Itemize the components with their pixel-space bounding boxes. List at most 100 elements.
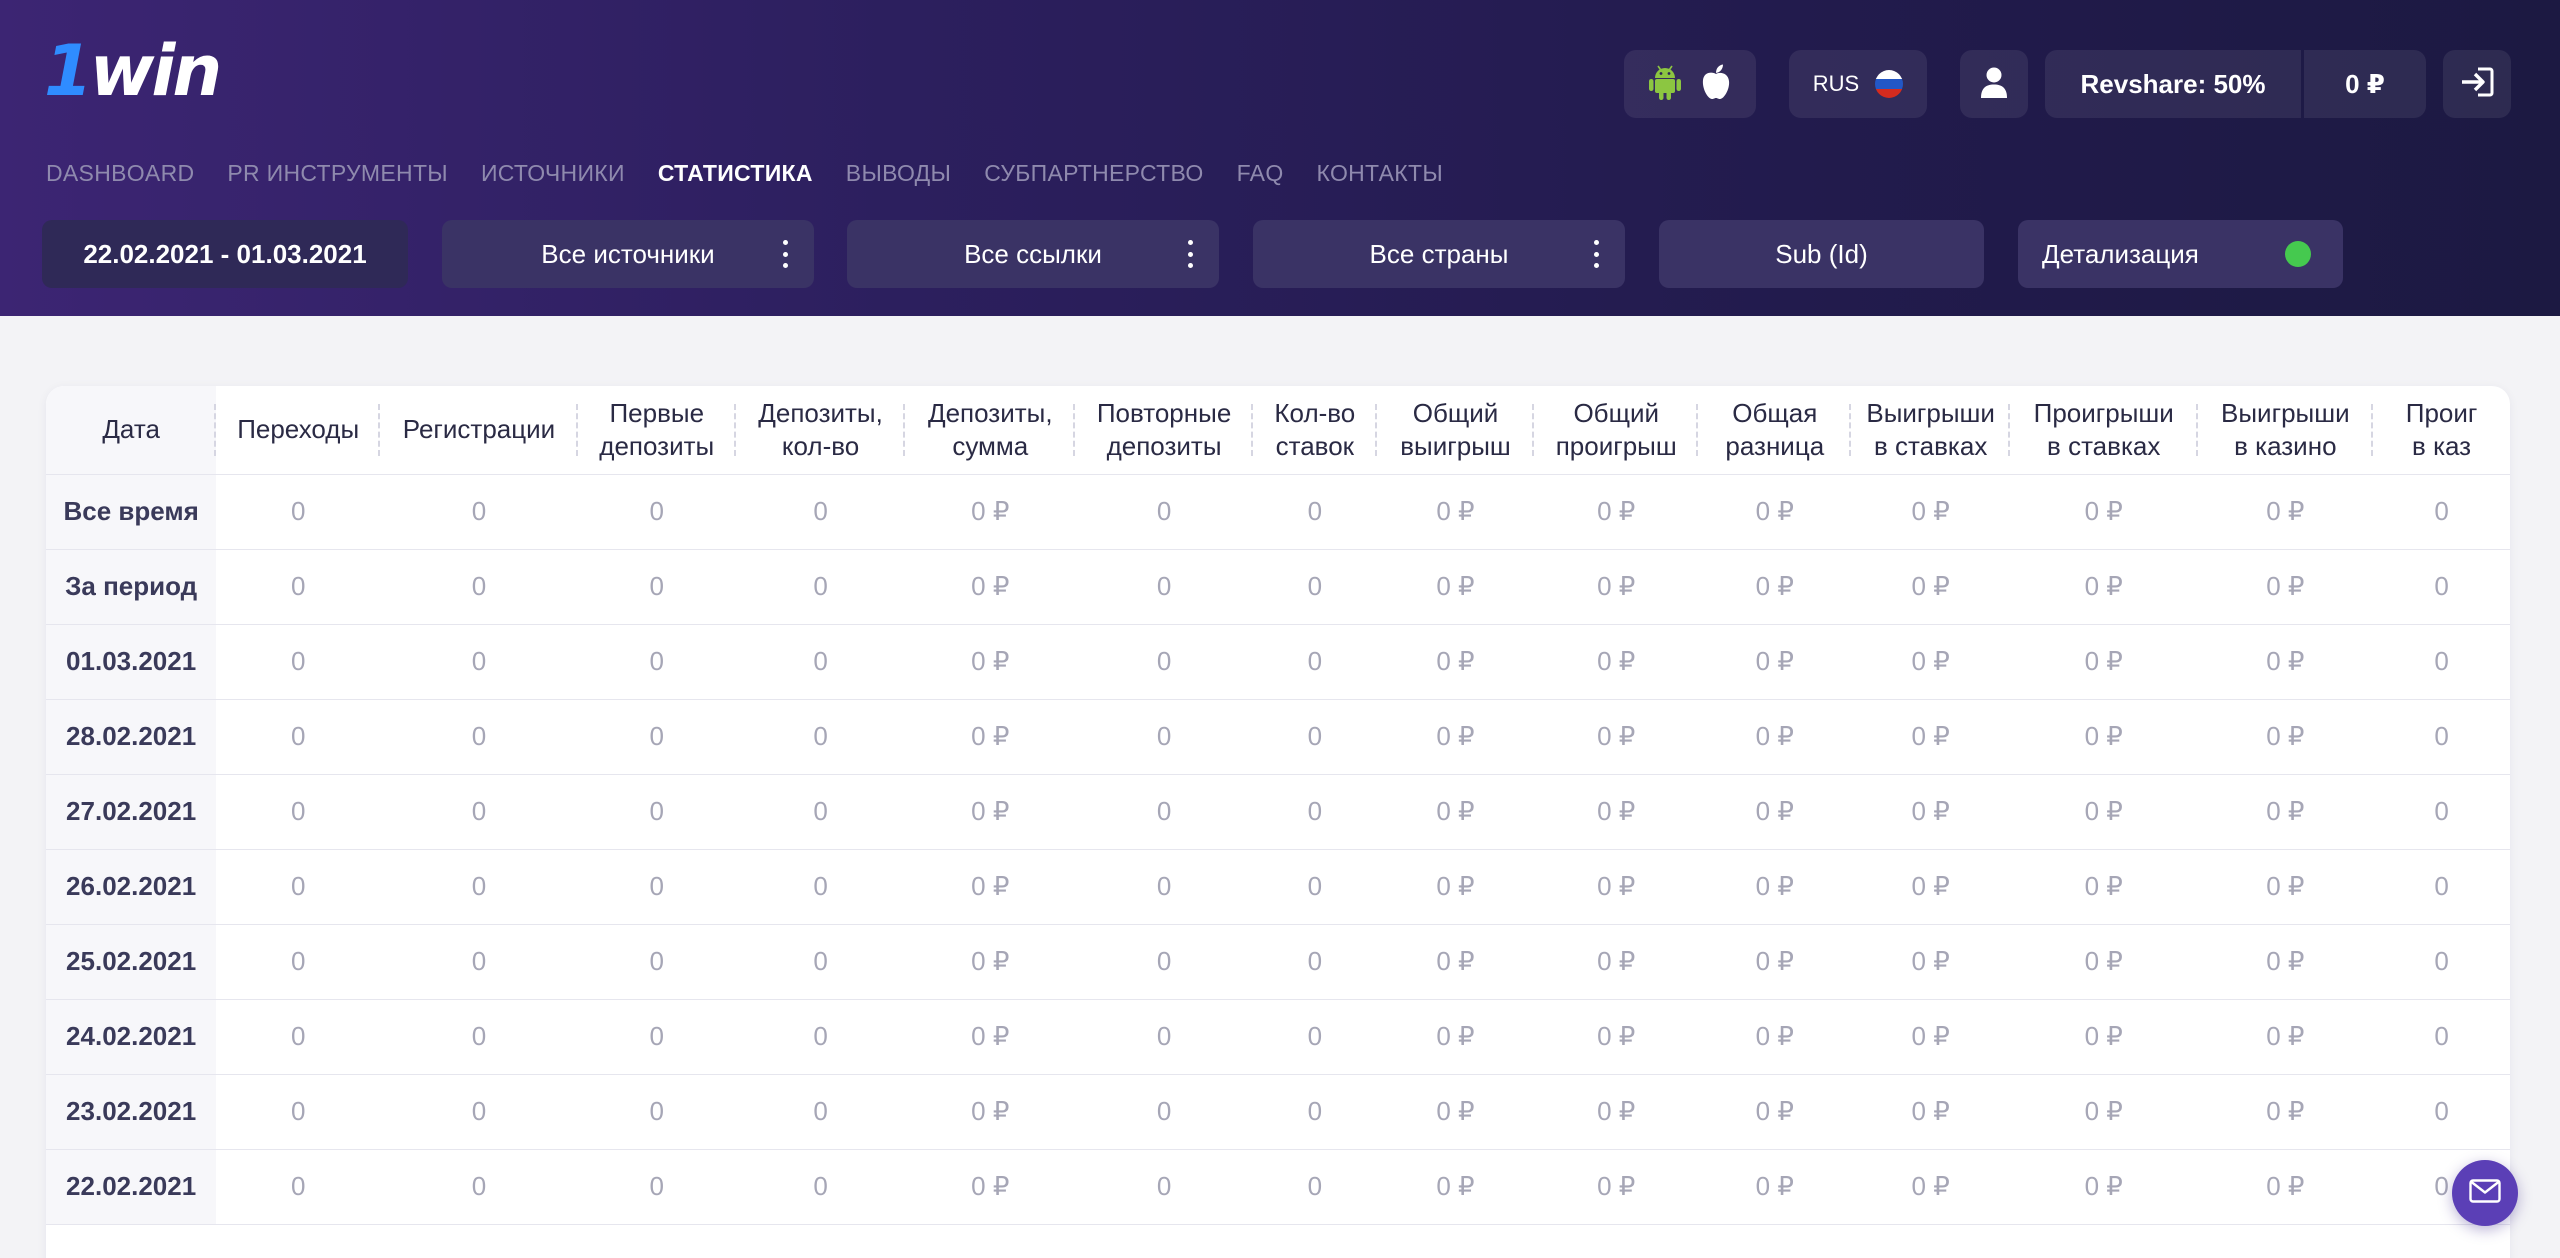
nav-item-contacts[interactable]: КОНТАКТЫ <box>1316 160 1443 186</box>
row-date-cell: 25.02.2021 <box>46 924 217 1000</box>
column-header[interactable]: Проиг в каз <box>2373 386 2510 475</box>
table-cell: 0 ₽ <box>2197 699 2374 775</box>
column-header-label: Выигрыши в казино <box>2221 397 2350 461</box>
android-icon[interactable] <box>1648 63 1682 106</box>
profile-button[interactable] <box>1960 50 2028 118</box>
date-range-picker[interactable]: 22.02.2021 - 01.03.2021 <box>42 220 408 288</box>
column-divider <box>1374 404 1377 456</box>
table-cell: 0 <box>216 999 381 1075</box>
table-cell: 0 ₽ <box>1376 1149 1535 1225</box>
main-nav: DASHBOARD PR ИНСТРУМЕНТЫ ИСТОЧНИКИ СТАТИ… <box>46 160 1443 187</box>
column-header[interactable]: Повторные депозиты <box>1075 386 1253 475</box>
language-label: RUS <box>1812 71 1860 96</box>
statistics-card: Дата Переходы Регистрации Первые депозиты Де… <box>46 386 2510 1258</box>
table-cell: 0 ₽ <box>1851 699 2010 775</box>
table-cell: 0 ₽ <box>1534 1149 1699 1225</box>
column-header[interactable]: Депозиты, кол-во <box>735 386 906 475</box>
kebab-menu-icon[interactable] <box>1593 240 1599 268</box>
table-cell: 0 ₽ <box>1698 924 1852 1000</box>
table-cell: 0 ₽ <box>2197 999 2374 1075</box>
apple-icon[interactable] <box>1700 63 1732 106</box>
chat-button[interactable] <box>2452 1160 2518 1226</box>
table-cell: 0 ₽ <box>1851 774 2010 850</box>
balance-badge[interactable]: 0 ₽ <box>2304 50 2426 118</box>
column-header-label: Переходы <box>237 414 360 445</box>
nav-item-subpartnership[interactable]: СУБПАРТНЕРСТВО <box>984 160 1204 186</box>
detail-toggle[interactable]: Детализация <box>2018 220 2343 288</box>
table-row: 26.02.2021 0 0 0 0 0 ₽0 0 0 ₽0 ₽0 ₽0 ₽0 ₽0 ₽0 <box>46 849 2510 925</box>
nav-item-withdrawals[interactable]: ВЫВОДЫ <box>845 160 952 186</box>
table-cell: 0 ₽ <box>1376 924 1535 1000</box>
column-header[interactable]: Выигрыши в ставках <box>1851 386 2010 475</box>
logout-button[interactable] <box>2443 50 2511 118</box>
nav-item-statistics[interactable]: СТАТИСТИКА <box>657 160 813 186</box>
table-row: 22.02.2021 0 0 0 0 0 ₽0 0 0 ₽0 ₽0 ₽0 ₽0 ₽0 ₽0 <box>46 1149 2510 1225</box>
table-cell: 0 ₽ <box>1698 699 1852 775</box>
table-cell: 0 ₽ <box>1851 1074 2010 1150</box>
revshare-badge[interactable]: Revshare: 50% <box>2045 50 2301 118</box>
column-divider <box>2371 404 2374 456</box>
column-header[interactable]: Проигрыши в ставках <box>2009 386 2198 475</box>
table-cell: 0 <box>577 774 736 850</box>
table-cell: 0 ₽ <box>2197 1149 2374 1225</box>
brand-logo[interactable]: 1win <box>44 34 222 108</box>
table-cell: 0 <box>380 549 578 625</box>
logo-one: 1 <box>44 30 93 112</box>
column-header-date[interactable]: Дата <box>46 386 217 475</box>
table-cell: 0 ₽ <box>2197 924 2374 1000</box>
table-cell: 0 <box>1075 849 1253 925</box>
table-cell: 0 ₽ <box>1534 924 1699 1000</box>
table-cell: 0 <box>577 624 736 700</box>
column-header[interactable]: Общая разница <box>1698 386 1852 475</box>
table-cell: 0 ₽ <box>2009 924 2198 1000</box>
column-divider <box>1073 404 1076 456</box>
table-cell: 0 ₽ <box>1698 624 1852 700</box>
table-cell: 0 ₽ <box>2009 474 2198 550</box>
kebab-menu-icon[interactable] <box>782 240 788 268</box>
table-cell: 0 <box>2373 849 2510 925</box>
column-header[interactable]: Регистрации <box>380 386 578 475</box>
column-header[interactable]: Общий выигрыш <box>1376 386 1535 475</box>
column-header[interactable]: Переходы <box>216 386 381 475</box>
nav-item-pr-tools[interactable]: PR ИНСТРУМЕНТЫ <box>227 160 448 186</box>
column-header[interactable]: Общий проигрыш <box>1534 386 1699 475</box>
column-header-label: Кол-во ставок <box>1274 397 1356 461</box>
table-cell: 0 ₽ <box>1698 1149 1852 1225</box>
sources-filter[interactable]: Все источники <box>442 220 814 288</box>
column-header[interactable]: Депозиты, сумма <box>905 386 1076 475</box>
column-header-label: Выигрыши в ставках <box>1866 397 1995 461</box>
table-cell: 0 <box>380 849 578 925</box>
language-selector[interactable]: RUS <box>1789 50 1927 118</box>
sub-id-filter[interactable]: Sub (Id) <box>1659 220 1984 288</box>
table-cell: 0 <box>1252 774 1377 850</box>
links-filter[interactable]: Все ссылки <box>847 220 1219 288</box>
column-header[interactable]: Первые депозиты <box>577 386 736 475</box>
table-cell: 0 ₽ <box>1534 699 1699 775</box>
table-cell: 0 ₽ <box>1851 549 2010 625</box>
table-cell: 0 ₽ <box>1534 474 1699 550</box>
table-cell: 0 ₽ <box>2009 624 2198 700</box>
table-cell: 0 ₽ <box>905 624 1076 700</box>
sub-id-label: Sub (Id) <box>1775 238 1868 269</box>
table-cell: 0 ₽ <box>1376 774 1535 850</box>
column-header[interactable]: Кол-во ставок <box>1252 386 1377 475</box>
table-cell: 0 <box>735 999 906 1075</box>
logo-text: win <box>89 30 222 112</box>
table-body: Все время 0 0 0 0 0 ₽0 0 0 ₽0 ₽0 ₽0 ₽0 ₽0 ₽0 За … <box>46 474 2510 1225</box>
table-cell: 0 <box>1075 699 1253 775</box>
row-date-cell: 28.02.2021 <box>46 699 217 775</box>
table-cell: 0 ₽ <box>2197 549 2374 625</box>
nav-item-dashboard[interactable]: DASHBOARD <box>46 160 195 186</box>
column-header[interactable]: Выигрыши в казино <box>2197 386 2374 475</box>
table-cell: 0 ₽ <box>2009 549 2198 625</box>
countries-filter[interactable]: Все страны <box>1253 220 1625 288</box>
table-cell: 0 <box>1075 924 1253 1000</box>
nav-item-faq[interactable]: FAQ <box>1236 160 1284 186</box>
table-cell: 0 ₽ <box>1698 849 1852 925</box>
kebab-menu-icon[interactable] <box>1187 240 1193 268</box>
table-cell: 0 <box>380 699 578 775</box>
table-row: 24.02.2021 0 0 0 0 0 ₽0 0 0 ₽0 ₽0 ₽0 ₽0 ₽0 ₽0 <box>46 999 2510 1075</box>
table-cell: 0 ₽ <box>1851 624 2010 700</box>
table-cell: 0 ₽ <box>905 924 1076 1000</box>
nav-item-sources[interactable]: ИСТОЧНИКИ <box>480 160 625 186</box>
